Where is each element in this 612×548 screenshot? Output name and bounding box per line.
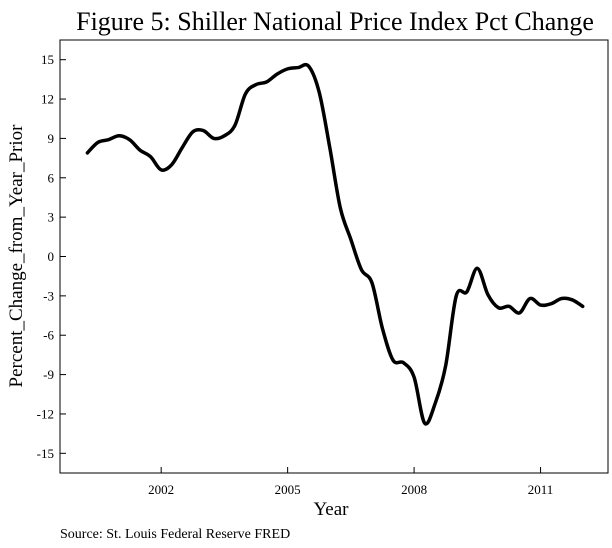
y-tick-label: 3 (48, 210, 55, 225)
y-tick-label: -9 (43, 367, 54, 382)
y-axis-title: Percent_Change_from_Year_Prior (6, 124, 27, 388)
x-axis-ticks: 2002 2005 2008 2011 (148, 467, 553, 497)
y-tick-label: 12 (41, 92, 54, 107)
x-tick-label: 2008 (401, 482, 427, 497)
y-tick-label: -6 (43, 328, 54, 343)
y-tick-label: 9 (48, 131, 55, 146)
y-tick-label: -3 (43, 288, 54, 303)
source-note: Source: St. Louis Federal Reserve FRED (60, 527, 290, 542)
series-layer (85, 62, 585, 426)
y-tick-label: -12 (37, 406, 54, 421)
y-tick-label: -15 (37, 446, 54, 461)
y-tick-label: 0 (48, 249, 55, 264)
x-tick-label: 2005 (275, 482, 301, 497)
series-line (85, 62, 585, 426)
x-axis-title: Year (313, 499, 349, 520)
y-tick-label: 15 (41, 52, 54, 67)
x-tick-label: 2002 (148, 482, 174, 497)
chart-title: Figure 5: Shiller National Price Index P… (76, 7, 594, 36)
x-tick-label: 2011 (528, 482, 554, 497)
y-tick-label: 6 (48, 170, 55, 185)
y-axis-ticks: 15 12 9 6 3 0 -3 -6 -9 -12 -15 (37, 52, 66, 461)
